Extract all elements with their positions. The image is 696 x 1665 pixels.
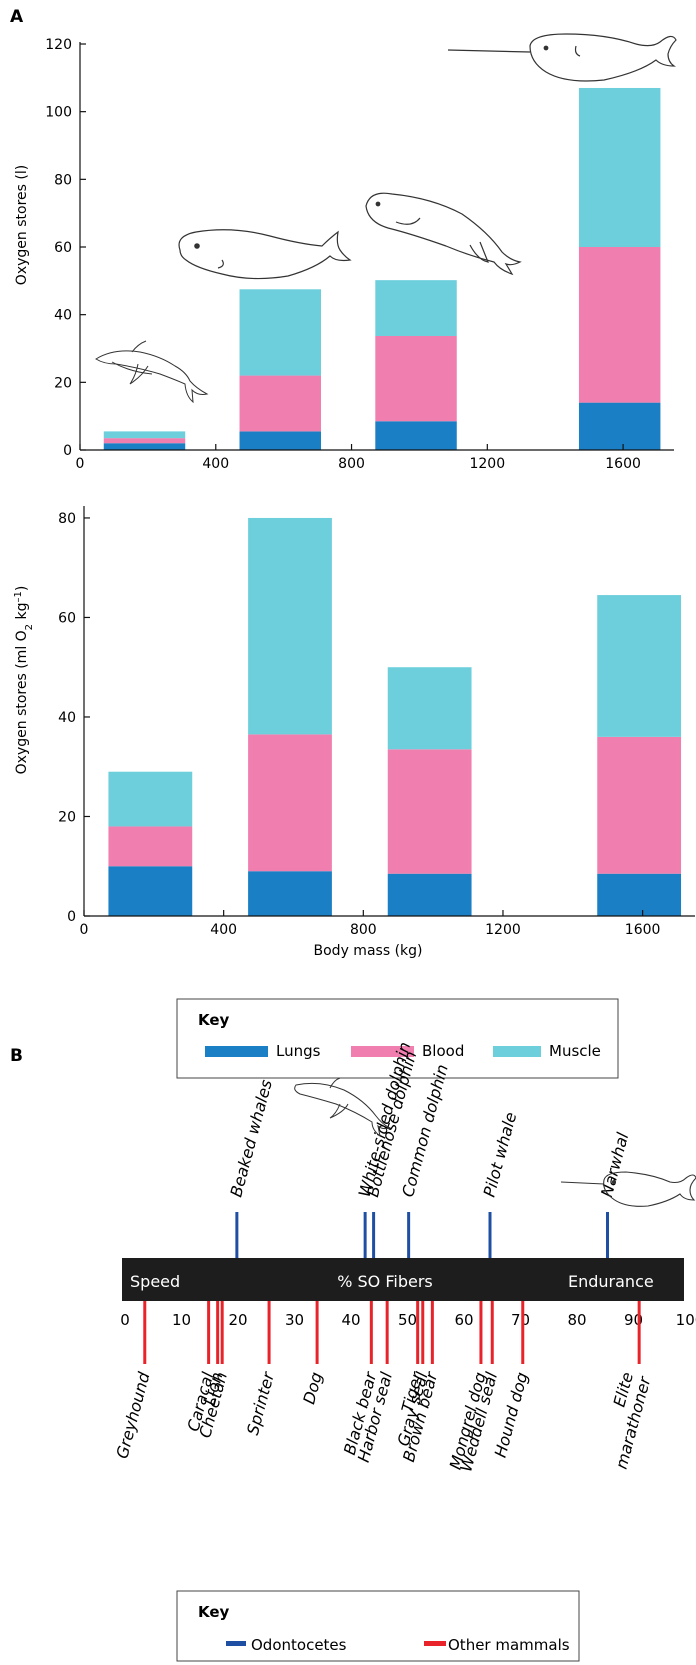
legend-label-blood: Blood [422,1042,464,1060]
x-tick-label: 0 [76,456,85,472]
bar-lungs-1 [248,871,332,916]
legend-label-other-mammals: Other mammals [448,1636,570,1654]
beluga-drawing [178,229,352,280]
narwhal-drawing-b [560,1171,696,1207]
bar-lungs-3 [597,873,682,916]
x-tick-label: 1600 [605,456,641,472]
bar-blood-1 [239,375,321,432]
y-axis-title-c2: Oxygen stores (ml O2 kg–1) [13,586,35,775]
bar-blood-3 [597,736,682,874]
label-other-mammal: Sprinter [243,1369,278,1437]
y-tick-label: 100 [45,105,72,121]
legend-oxygen-stores: Key Lungs Blood Muscle [176,998,619,1079]
bar-muscle-0 [108,771,193,827]
scale-tick-label: 50 [398,1311,417,1329]
legend-label-muscle: Muscle [549,1042,601,1060]
narwhal-drawing [447,33,677,82]
scale-tick-label: 40 [341,1311,360,1329]
y-tick-label: 80 [54,172,72,188]
x-axis-title: Body mass (kg) [314,943,423,959]
x-tick-label: 1200 [485,922,521,938]
seal-drawing [365,192,522,276]
y-tick-label: 20 [54,375,72,391]
scale-tick-label: 30 [285,1311,304,1329]
label-other-mammal: Greyhound [112,1369,154,1460]
panel-label-a: A [10,7,24,27]
bar-blood-1 [248,734,332,872]
scale-tick-label: 20 [228,1311,247,1329]
x-tick-label: 400 [210,922,237,938]
scale-tick-label: 0 [120,1311,130,1329]
bar-muscle-2 [387,667,472,750]
x-tick-label: 1200 [469,456,505,472]
bar-blood-0 [108,826,193,867]
dolphin-drawing [95,340,209,404]
legend-swatch-odontocetes [226,1641,246,1646]
bar-lungs-0 [108,866,193,916]
label-other-mammal: Elitemarathoner [594,1369,655,1471]
legend-label-odontocetes: Odontocetes [251,1636,347,1654]
legend-title-b: Key [198,1603,230,1621]
panel-label-b: B [10,1046,23,1066]
y-tick-label: 40 [54,308,72,324]
y-tick-label: 20 [58,809,76,825]
bar-muscle-3 [597,595,682,737]
bar-blood-3 [578,247,661,403]
y-tick-label: 120 [45,37,72,53]
legend-swatch-other-mammals [424,1641,446,1646]
scale-tick-label: 70 [511,1311,530,1329]
label-odontocete: Narwhal [597,1130,633,1199]
bar-lungs-2 [387,873,472,916]
x-tick-label: 400 [202,456,229,472]
legend-fiber-groups: Key Odontocetes Other mammals [176,1590,580,1662]
y-tick-label: 0 [67,909,76,925]
y-tick-label: 80 [58,511,76,527]
legend-swatch-lungs [205,1046,268,1057]
label-other-mammal: Dog [299,1370,326,1406]
scale-tick-label: 100 [676,1311,696,1329]
bar-muscle-2 [375,280,457,336]
dolphin-drawing-b [294,1077,392,1138]
legend-swatch-muscle [493,1046,541,1057]
scale-left-label: Speed [130,1272,180,1291]
y-tick-label: 0 [63,443,72,459]
y-tick-label: 60 [54,240,72,256]
scale-title: % SO Fibers [337,1272,433,1291]
label-odontocete: Pilot whale [480,1110,521,1199]
bar-lungs-2 [375,421,457,450]
y-tick-label: 40 [58,710,76,726]
scale-tick-label: 60 [454,1311,473,1329]
y-axis-title-c1: Oxygen stores (l) [14,165,30,285]
bar-lungs-0 [103,443,186,450]
bar-lungs-3 [578,402,661,450]
chart-oxygen-per-kg: Oxygen stores (ml O2 kg–1) Body mass (kg… [13,506,695,959]
scale-tick-label: 80 [567,1311,586,1329]
bar-muscle-3 [578,87,661,247]
x-tick-label: 1600 [625,922,661,938]
label-odontocete: Beaked whales [226,1078,276,1199]
bar-blood-0 [103,438,186,444]
bar-blood-2 [387,749,472,874]
bar-lungs-1 [239,431,321,450]
so-fiber-scale-band [122,1258,684,1301]
x-tick-label: 800 [350,922,377,938]
legend-title-a: Key [198,1011,230,1029]
x-tick-label: 0 [80,922,89,938]
legend-swatch-blood [351,1046,414,1057]
chart-so-fibers: Speed % SO Fibers Endurance 0 10 20 30 40 50 6… [112,1040,696,1474]
bar-muscle-1 [248,517,332,735]
bar-muscle-1 [239,289,321,376]
scale-tick-label: 10 [172,1311,191,1329]
y-tick-label: 60 [58,610,76,626]
bar-blood-2 [375,335,457,422]
x-tick-label: 800 [338,456,365,472]
scale-right-label: Endurance [568,1272,654,1291]
legend-label-lungs: Lungs [276,1042,321,1060]
chart-total-oxygen-stores: Oxygen stores (l) 0 400 800 1200 1600 0 20 40 60… [14,33,677,472]
bar-muscle-0 [103,431,186,439]
